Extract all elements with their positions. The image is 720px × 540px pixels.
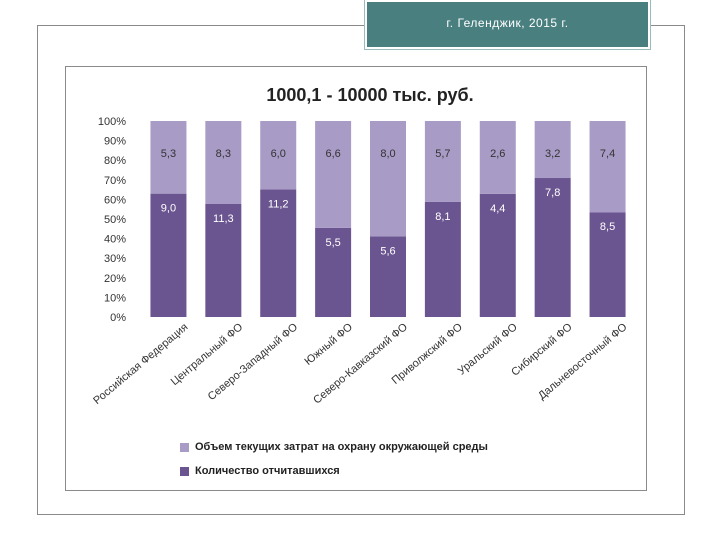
data-label-expenses: 8,3 [216,148,231,160]
bar-segment-expenses [589,121,626,213]
data-label-reporters: 5,5 [325,237,340,249]
data-label-reporters: 9,0 [161,203,176,215]
data-label-expenses: 8,0 [380,148,395,160]
data-label-reporters: 11,2 [268,198,289,210]
y-tick-label: 50% [104,214,126,226]
data-label-reporters: 11,3 [213,213,234,225]
legend-swatch-reporters [180,466,189,476]
bar-segment-reporters [315,227,352,317]
bar-segment-reporters [424,201,461,317]
bar-segment-reporters [534,178,571,317]
data-label-expenses: 7,4 [600,148,615,160]
chart-title: 1000,1 - 10000 тыс. руб. [266,85,473,105]
y-tick-label: 0% [110,312,126,324]
data-label-reporters: 8,1 [435,211,450,223]
bar-segment-expenses [150,121,187,194]
data-label-expenses: 6,6 [325,148,340,160]
x-category-label: Дальневосточный ФО [536,321,630,402]
y-tick-label: 30% [104,253,126,265]
legend-item-expenses: Объем текущих затрат на охрану окружающе… [180,438,488,456]
y-tick-label: 90% [104,136,126,148]
data-label-reporters: 7,8 [545,187,560,199]
legend-label-reporters: Количество отчитавшихся [195,465,340,477]
x-category-label: Северо-Кавказский ФО [311,321,410,407]
bar-segment-expenses [205,121,242,204]
bar-segment-reporters [479,193,516,317]
data-label-reporters: 8,5 [600,221,615,233]
bar-segment-expenses [260,121,297,190]
data-label-expenses: 3,2 [545,148,560,160]
y-tick-label: 100% [98,116,126,128]
header-bar: г. Геленджик, 2015 г. [364,0,651,50]
y-tick-label: 40% [104,234,126,246]
bar-segment-expenses [424,121,461,202]
bar-segment-reporters [150,193,187,317]
chart-legend: Объем текущих затрат на охрану окружающе… [180,438,488,486]
bar-segment-expenses [534,121,571,179]
data-label-expenses: 6,0 [271,148,286,160]
legend-label-expenses: Объем текущих затрат на охрану окружающе… [195,441,488,453]
bar-segment-reporters [260,189,297,317]
data-label-expenses: 5,7 [435,148,450,160]
data-label-expenses: 2,6 [490,148,505,160]
y-tick-label: 10% [104,292,126,304]
bar-segment-reporters [370,236,406,317]
legend-item-reporters: Количество отчитавшихся [180,462,488,480]
bar-segment-expenses [315,121,352,228]
x-category-label: Южный ФО [302,321,355,368]
y-tick-label: 80% [104,155,126,167]
y-tick-label: 60% [104,194,126,206]
data-label-reporters: 5,6 [380,245,395,257]
x-category-label: Северо-Западный ФО [206,321,301,403]
y-tick-label: 70% [104,175,126,187]
legend-swatch-expenses [180,442,189,452]
slide-frame [37,25,685,515]
header-text: г. Геленджик, 2015 г. [446,16,569,30]
data-label-reporters: 4,4 [490,203,505,215]
bar-segment-expenses [479,121,516,194]
bar-segment-expenses [370,121,406,237]
data-label-expenses: 5,3 [161,148,176,160]
bar-segment-reporters [205,204,242,317]
x-category-label: Российская Федерация [91,321,190,407]
bar-segment-reporters [589,212,626,317]
y-tick-label: 20% [104,273,126,285]
